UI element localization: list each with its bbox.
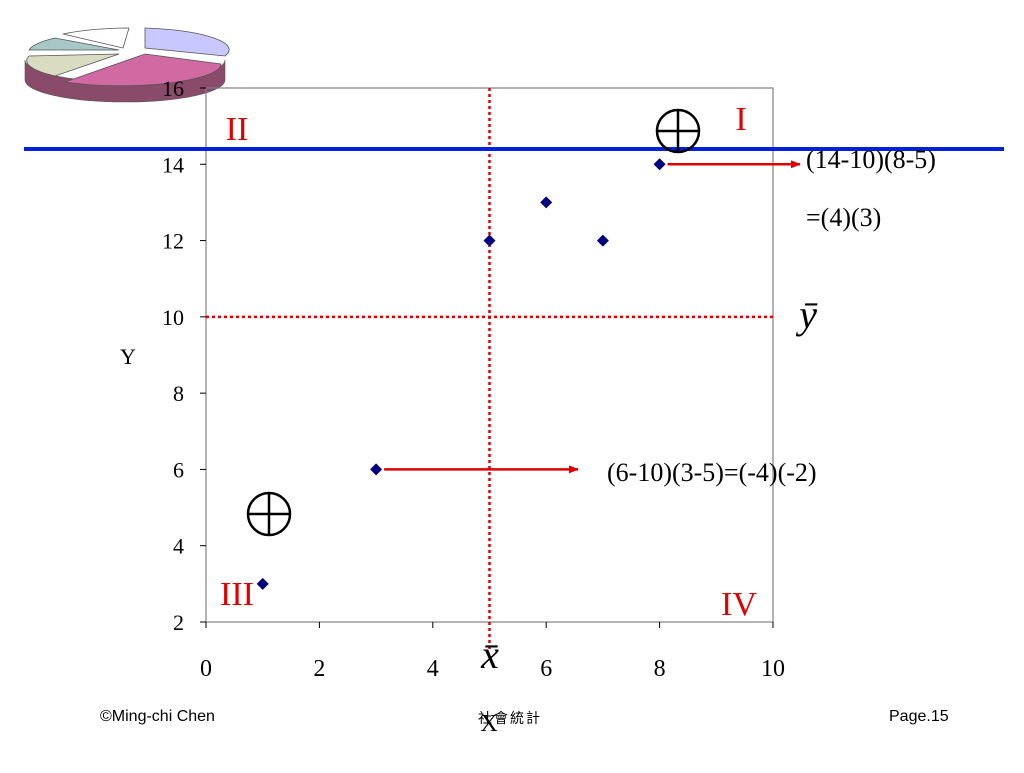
data-point — [370, 463, 383, 476]
x-tick-label: 8 — [654, 656, 666, 682]
pie-slice-white — [62, 27, 130, 49]
x-tick-label: 0 — [200, 656, 212, 682]
x-tick-label: 6 — [540, 656, 552, 682]
y-tick-label: 4 — [173, 534, 184, 559]
y-tick-label: 14 — [162, 152, 184, 177]
x-tick-label: 4 — [427, 656, 439, 682]
quadrant-label-iii: III — [220, 576, 254, 613]
pie-slice-blue — [144, 27, 230, 57]
x-mean-symbol: x̄ — [480, 632, 499, 677]
circled-plus-icon — [246, 491, 292, 537]
y-tick-label: 2 — [173, 610, 184, 635]
pie-slice-beige — [26, 53, 120, 77]
quadrant-label-ii: II — [226, 111, 249, 148]
data-point — [653, 158, 666, 171]
pie-slice-pink — [64, 53, 222, 87]
data-point — [256, 577, 269, 590]
y-tick-label: 10 — [162, 305, 184, 330]
pie-chart-3d-icon — [24, 27, 230, 103]
annotation-text: =(4)(3) — [806, 203, 881, 232]
footer-page: Page.15 — [889, 708, 949, 725]
circled-plus-icon — [655, 108, 701, 154]
pie-slice-teal — [28, 37, 120, 51]
y-tick-label: 8 — [173, 381, 184, 406]
data-point — [596, 234, 609, 247]
data-point — [483, 234, 496, 247]
y-axis-label: Y — [120, 344, 136, 369]
y-tick-label: 12 — [162, 229, 184, 254]
footer-course: 社會統計 — [478, 710, 542, 726]
footer-author: ©Ming-chi Chen — [100, 708, 215, 725]
x-tick-label: 10 — [761, 656, 785, 682]
data-point — [540, 196, 553, 209]
quadrant-label-iv: IV — [721, 586, 757, 623]
y-mean-symbol: ȳ — [795, 292, 818, 337]
annotation-text: (6-10)(3-5)=(-4)(-2) — [607, 458, 817, 487]
x-tick-label: 2 — [313, 656, 325, 682]
y-tick-label: 16 — [162, 76, 184, 101]
x-axis-label: X — [480, 711, 497, 737]
quadrant-label-i: I — [735, 101, 746, 138]
annotation-text: (14-10)(8-5) — [806, 145, 936, 174]
y-tick-label: 6 — [173, 457, 184, 482]
